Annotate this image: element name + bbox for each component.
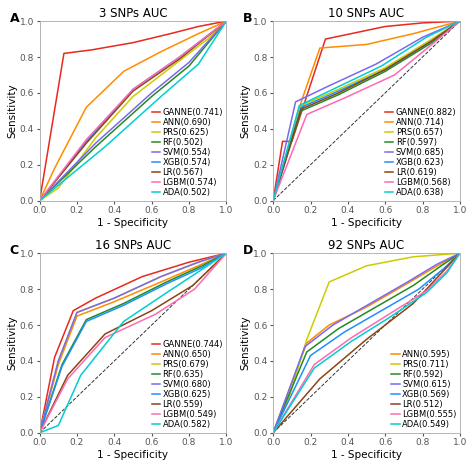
Title: 92 SNPs AUC: 92 SNPs AUC bbox=[328, 239, 405, 252]
Text: B: B bbox=[243, 12, 253, 25]
Title: 10 SNPs AUC: 10 SNPs AUC bbox=[328, 7, 405, 20]
X-axis label: 1 - Specificity: 1 - Specificity bbox=[98, 450, 168, 460]
X-axis label: 1 - Specificity: 1 - Specificity bbox=[98, 218, 168, 228]
Y-axis label: Sensitivity: Sensitivity bbox=[7, 316, 17, 370]
Text: D: D bbox=[243, 244, 254, 257]
Legend: ANN(0.595), PRS(0.711), RF(0.592), SVM(0.615), XGB(0.569), LR(0.512), LGBM(0.555: ANN(0.595), PRS(0.711), RF(0.592), SVM(0… bbox=[391, 350, 457, 430]
X-axis label: 1 - Specificity: 1 - Specificity bbox=[331, 450, 402, 460]
Title: 16 SNPs AUC: 16 SNPs AUC bbox=[95, 239, 171, 252]
Y-axis label: Sensitivity: Sensitivity bbox=[240, 84, 250, 138]
Y-axis label: Sensitivity: Sensitivity bbox=[7, 84, 17, 138]
Legend: GANNE(0.744), ANN(0.650), PRS(0.679), RF(0.635), SVM(0.680), XGB(0.625), LR(0.55: GANNE(0.744), ANN(0.650), PRS(0.679), RF… bbox=[151, 340, 224, 430]
Legend: GANNE(0.882), ANN(0.714), PRS(0.657), RF(0.597), SVM(0.685), XGB(0.623), LR(0.61: GANNE(0.882), ANN(0.714), PRS(0.657), RF… bbox=[384, 107, 457, 198]
Text: A: A bbox=[10, 12, 19, 25]
Y-axis label: Sensitivity: Sensitivity bbox=[240, 316, 250, 370]
Title: 3 SNPs AUC: 3 SNPs AUC bbox=[99, 7, 167, 20]
Legend: GANNE(0.741), ANN(0.690), PRS(0.625), RF(0.502), SVM(0.554), XGB(0.574), LR(0.56: GANNE(0.741), ANN(0.690), PRS(0.625), RF… bbox=[151, 107, 224, 198]
Text: C: C bbox=[10, 244, 19, 257]
X-axis label: 1 - Specificity: 1 - Specificity bbox=[331, 218, 402, 228]
